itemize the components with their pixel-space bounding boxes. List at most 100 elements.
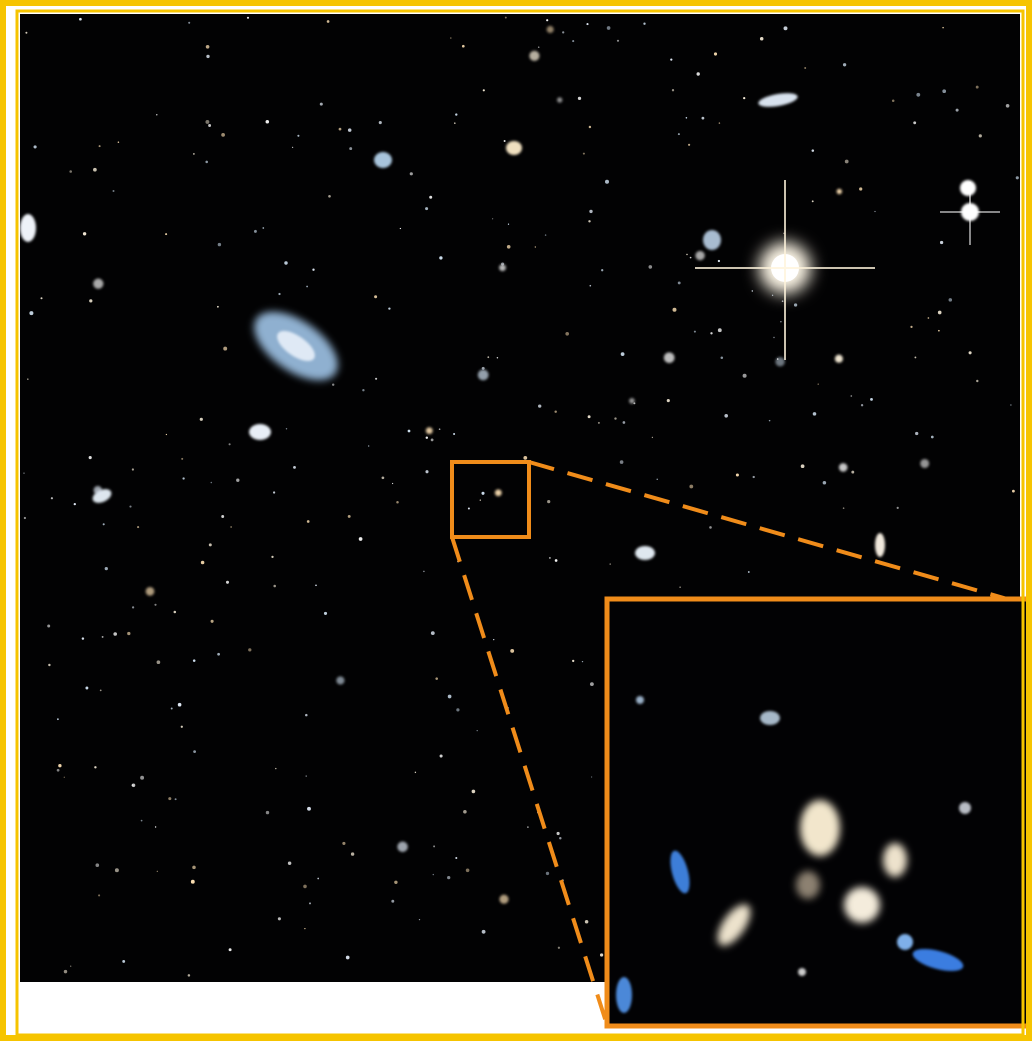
- star: [794, 303, 797, 306]
- star: [98, 894, 100, 896]
- star: [813, 412, 817, 416]
- star: [549, 557, 551, 559]
- star: [425, 207, 428, 210]
- star: [697, 72, 700, 75]
- star: [940, 241, 943, 244]
- star: [425, 470, 428, 473]
- star: [743, 97, 745, 99]
- star: [724, 414, 728, 418]
- star: [843, 63, 846, 66]
- star: [605, 180, 609, 184]
- star: [396, 501, 399, 504]
- galaxy: [796, 871, 820, 899]
- star: [439, 256, 442, 259]
- star: [193, 153, 195, 155]
- star: [850, 395, 852, 397]
- star: [208, 124, 211, 127]
- star: [191, 880, 195, 884]
- star: [455, 857, 457, 859]
- star: [266, 811, 269, 814]
- star: [775, 357, 785, 367]
- star: [129, 506, 131, 508]
- star: [818, 383, 819, 384]
- star: [483, 89, 485, 91]
- star: [342, 842, 345, 845]
- star: [845, 160, 849, 164]
- star: [303, 885, 307, 889]
- star: [938, 311, 942, 315]
- star: [585, 920, 589, 924]
- star: [57, 718, 59, 720]
- star: [582, 661, 583, 662]
- star: [388, 307, 390, 309]
- star: [555, 559, 558, 562]
- star: [211, 482, 213, 484]
- star: [689, 485, 693, 489]
- star: [431, 631, 435, 635]
- star: [590, 682, 594, 686]
- star: [477, 730, 478, 731]
- star: [447, 876, 450, 879]
- star: [956, 109, 959, 112]
- star: [48, 664, 50, 666]
- star: [429, 196, 432, 199]
- star: [307, 520, 310, 523]
- star: [175, 798, 177, 800]
- star: [122, 960, 125, 963]
- star: [478, 370, 489, 381]
- star: [589, 126, 591, 128]
- star: [507, 245, 511, 249]
- star: [157, 871, 158, 872]
- star: [229, 948, 232, 951]
- star: [462, 45, 465, 48]
- star: [1012, 490, 1015, 493]
- star: [777, 358, 779, 360]
- star: [686, 254, 687, 255]
- star: [456, 708, 459, 711]
- star: [379, 121, 382, 124]
- star: [64, 970, 67, 973]
- star: [328, 195, 331, 198]
- star: [397, 842, 408, 853]
- star: [391, 900, 394, 903]
- star: [278, 293, 280, 295]
- star: [942, 89, 946, 93]
- star: [410, 172, 413, 175]
- star: [897, 507, 899, 509]
- star: [306, 286, 308, 288]
- star: [433, 845, 435, 847]
- galaxy: [897, 934, 913, 950]
- star: [29, 311, 33, 315]
- star: [47, 625, 50, 628]
- star: [102, 636, 104, 638]
- star: [103, 523, 105, 525]
- star: [209, 543, 212, 546]
- star: [83, 232, 86, 235]
- star: [426, 427, 433, 434]
- star: [667, 399, 670, 402]
- star: [545, 234, 546, 235]
- star: [362, 389, 364, 391]
- star: [772, 295, 773, 296]
- star: [586, 23, 588, 25]
- star: [892, 100, 895, 103]
- star: [600, 953, 603, 956]
- star: [721, 356, 724, 359]
- star: [64, 777, 65, 778]
- star: [171, 708, 173, 710]
- star: [938, 330, 940, 332]
- star: [547, 26, 554, 33]
- star: [426, 436, 428, 438]
- star: [375, 378, 377, 380]
- star: [327, 20, 330, 23]
- star: [558, 947, 560, 949]
- star: [769, 420, 771, 422]
- star: [557, 97, 562, 102]
- star: [315, 584, 317, 586]
- star: [93, 168, 97, 172]
- star: [284, 261, 287, 264]
- star: [870, 398, 873, 401]
- star: [165, 233, 167, 235]
- star: [193, 750, 196, 753]
- star: [419, 919, 420, 920]
